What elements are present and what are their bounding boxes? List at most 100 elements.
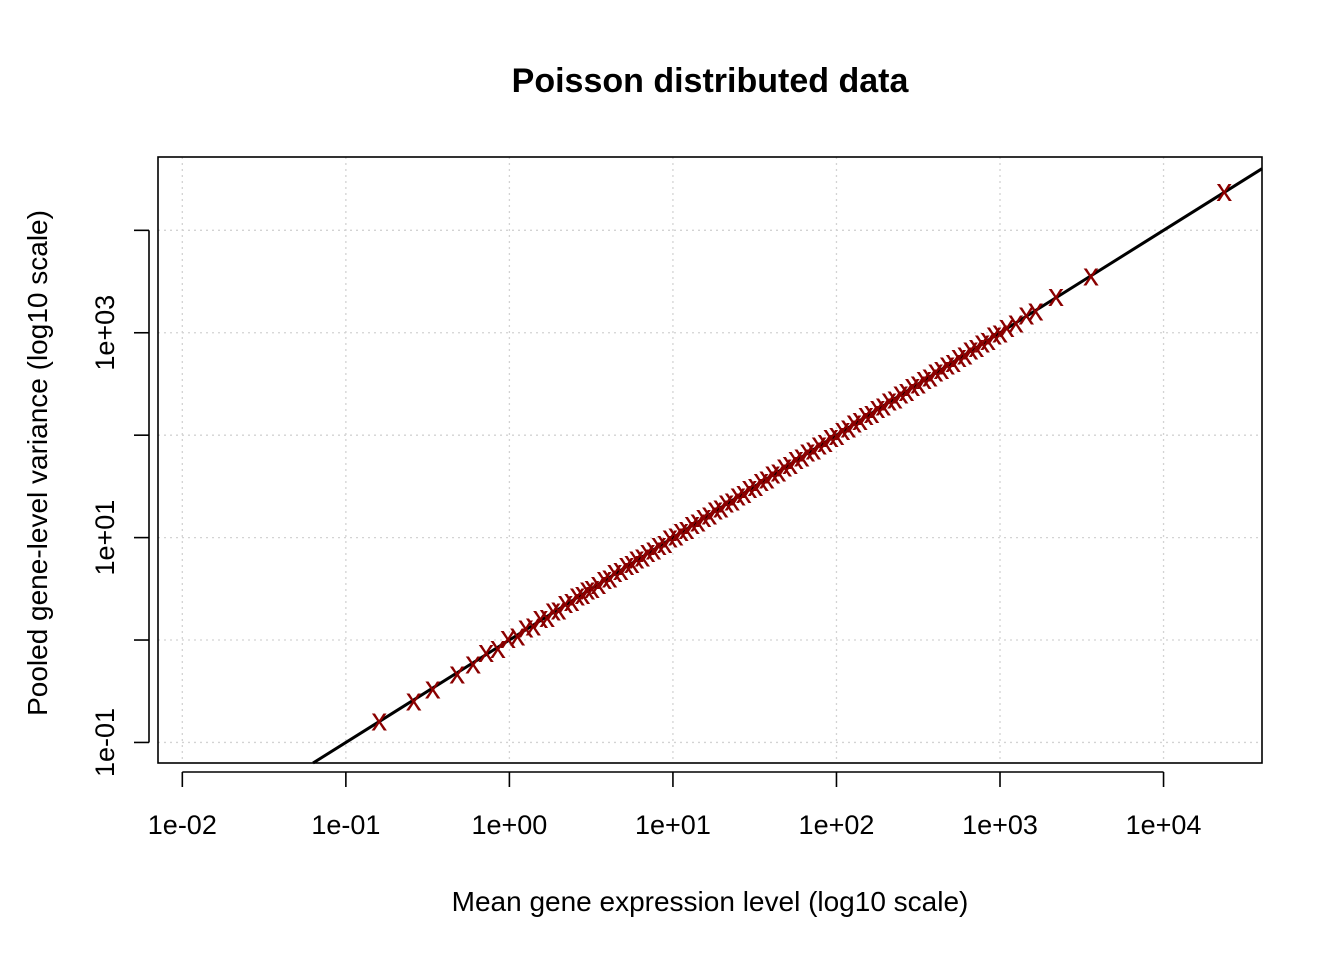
data-point: x xyxy=(992,313,1008,349)
data-point: x xyxy=(651,526,667,562)
data-point: x xyxy=(509,617,525,653)
x-tick-label: 1e+01 xyxy=(635,810,711,840)
data-point: x xyxy=(579,570,595,606)
reference-line xyxy=(312,167,1263,765)
grid-lines xyxy=(158,157,1262,763)
chart-title: Poisson distributed data xyxy=(512,62,910,100)
data-point: x xyxy=(645,530,661,566)
data-point: x xyxy=(811,425,827,461)
data-points: xx x x xxxxxxxxxxxxxxxxxxxxxxxxxxxxxxxxxxxx… xyxy=(371,172,1232,738)
data-point: x xyxy=(951,338,967,374)
data-point: x xyxy=(613,551,629,587)
x-axis: 1e-02 1e-01 1e+00 1e+01 1e+02 1e+03 1e+04 xyxy=(148,771,1202,840)
data-point: x xyxy=(869,389,885,425)
data-point: x xyxy=(933,350,949,386)
data-point: x xyxy=(904,367,920,403)
data-point: x xyxy=(887,379,903,415)
data-point: x xyxy=(794,438,810,474)
data-point: x xyxy=(799,433,815,469)
data-point: x xyxy=(986,316,1002,352)
data-point: x xyxy=(533,599,549,635)
data-point: x xyxy=(835,411,851,447)
plot-frame xyxy=(157,156,1263,764)
data-point: x xyxy=(939,345,955,381)
data-point: x xyxy=(539,598,555,634)
data-point: x xyxy=(525,606,541,642)
data-point: x xyxy=(817,423,833,459)
data-point: x xyxy=(718,484,734,520)
data-point: x xyxy=(701,496,717,532)
data-point: x xyxy=(922,357,938,393)
data-point: x xyxy=(629,540,645,576)
data-point: x xyxy=(1028,291,1044,327)
data-point: x xyxy=(657,524,673,560)
data-point: x xyxy=(916,360,932,396)
data-point: x xyxy=(684,505,700,541)
data-point: x xyxy=(881,382,897,418)
y-tick-label: 1e-01 xyxy=(90,708,120,777)
data-point: x xyxy=(575,575,591,611)
data-point: x xyxy=(564,582,580,618)
x-tick-label: 1e+02 xyxy=(799,810,875,840)
data-point: x xyxy=(1216,172,1232,208)
x-tick-label: 1e-01 xyxy=(311,810,380,840)
x-tick-label: 1e+00 xyxy=(471,810,547,840)
data-point: x xyxy=(490,629,506,665)
data-point: x xyxy=(425,669,441,705)
data-point: x xyxy=(1083,256,1099,292)
data-point: x xyxy=(406,682,422,718)
y-axis-label: Pooled gene-level variance (log10 scale) xyxy=(22,210,53,716)
data-point: x xyxy=(569,577,585,613)
data-point: x xyxy=(690,503,706,539)
data-point: x xyxy=(668,517,684,553)
data-point: x xyxy=(634,537,650,573)
data-point: x xyxy=(607,553,623,589)
data-point: x xyxy=(945,343,961,379)
data-point: x xyxy=(545,591,561,627)
data-point: x xyxy=(713,488,729,524)
data-point: x xyxy=(478,633,494,669)
data-point: x xyxy=(910,365,926,401)
data-point: x xyxy=(864,394,880,430)
data-point: x xyxy=(730,476,746,512)
data-point: x xyxy=(696,498,712,534)
data-point: x xyxy=(840,409,856,445)
data-point: x xyxy=(618,546,634,582)
data-point: x xyxy=(999,308,1015,344)
data-point: x xyxy=(551,590,567,626)
data-point: x xyxy=(788,440,804,476)
data-point: x xyxy=(829,416,845,452)
data-point: x xyxy=(980,321,996,357)
data-point: x xyxy=(852,401,868,437)
x-tick-label: 1e+04 xyxy=(1126,810,1202,840)
x-tick-label: 1e-02 xyxy=(148,810,217,840)
data-point: x xyxy=(1048,277,1064,313)
data-point: x xyxy=(742,469,758,505)
data-point: x xyxy=(640,533,656,569)
x-axis-label: Mean gene expression level (log10 scale) xyxy=(452,886,969,917)
data-point: x xyxy=(736,474,752,510)
data-point: x xyxy=(624,544,640,580)
data-point: x xyxy=(963,331,979,367)
data-point: x xyxy=(500,619,516,655)
data-point: x xyxy=(1008,304,1024,340)
data-point: x xyxy=(957,336,973,372)
data-point: x xyxy=(518,608,534,644)
data-point: x xyxy=(765,455,781,491)
data-point: x xyxy=(747,467,763,503)
data-point: x xyxy=(465,644,481,680)
data-point: x xyxy=(449,655,465,691)
data-point: x xyxy=(590,565,606,601)
data-point: x xyxy=(858,396,874,432)
data-point: x xyxy=(846,404,862,440)
data-point: x xyxy=(875,387,891,423)
data-point: x xyxy=(602,558,618,594)
x-tick-label: 1e+03 xyxy=(962,810,1038,840)
data-point: x xyxy=(928,353,944,389)
data-point: x xyxy=(707,490,723,526)
data-point: x xyxy=(893,374,909,410)
data-point: x xyxy=(662,519,678,555)
data-point: x xyxy=(776,447,792,483)
data-point: x xyxy=(770,452,786,488)
